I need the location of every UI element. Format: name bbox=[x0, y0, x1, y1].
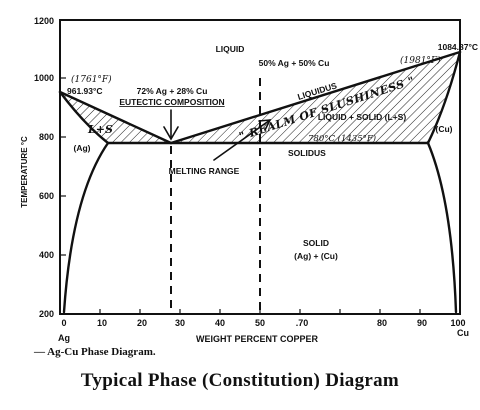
y-tick-label-800: 800 bbox=[39, 132, 54, 142]
melting-range-label: MELTING RANGE bbox=[169, 166, 240, 176]
eutectic-label: EUTECTIC COMPOSITION bbox=[119, 97, 224, 107]
x-axis-title: WEIGHT PERCENT COPPER bbox=[196, 334, 319, 344]
mid-composition-label: 50% Ag + 50% Cu bbox=[259, 58, 330, 68]
melting-range-arrowhead bbox=[258, 119, 272, 131]
solidus-cu-curve bbox=[426, 50, 462, 145]
liquid-plus-solid-label: LIQUID + SOLID (L+S) bbox=[318, 112, 406, 122]
eutectic-temperature-note: 780°C (1435°F) bbox=[308, 133, 376, 144]
x-tick-label-100: 100 bbox=[450, 318, 465, 328]
y-tick-label-1000: 1000 bbox=[34, 73, 54, 83]
solidus-label: SOLIDUS bbox=[288, 148, 326, 158]
ag-phase-label: (Ag) bbox=[74, 143, 91, 153]
y-tick-label-200: 200 bbox=[39, 309, 54, 319]
solid-region-label: SOLID bbox=[303, 238, 329, 248]
element-ag-label: Ag bbox=[58, 333, 70, 343]
y-tick-marks bbox=[60, 77, 66, 256]
x-tick-label-50: 50 bbox=[255, 318, 265, 328]
x-tick-label-40: 40 bbox=[215, 318, 225, 328]
solidus-ag-curve bbox=[58, 90, 110, 145]
ag-solvus-curve bbox=[62, 141, 110, 314]
solid-phases-label: (Ag) + (Cu) bbox=[294, 251, 338, 261]
cu-solvus-curve bbox=[426, 141, 458, 314]
x-tick-label-90: 90 bbox=[417, 318, 427, 328]
ag-fahrenheit-note: (1761°F) bbox=[71, 74, 112, 85]
figure-caption: — Ag-Cu Phase Diagram. bbox=[34, 346, 156, 358]
figure-title: Typical Phase (Constitution) Diagram bbox=[80, 370, 400, 391]
element-cu-label: Cu bbox=[457, 328, 469, 338]
y-tick-label-400: 400 bbox=[39, 250, 54, 260]
liquidus-cu-line bbox=[169, 50, 462, 145]
cu-fahrenheit-note: (1981°F) bbox=[400, 55, 441, 66]
l-plus-s-note: L+S bbox=[87, 123, 113, 136]
cu-melting-point-label: 1084.87°C bbox=[438, 42, 478, 52]
eutectic-composition-label: 72% Ag + 28% Cu bbox=[137, 86, 208, 96]
melting-range-arrow bbox=[213, 119, 271, 161]
x-tick-label-0: 0 bbox=[61, 318, 66, 328]
x-tick-label-70: .70 bbox=[296, 318, 309, 328]
cu-phase-label: (Cu) bbox=[436, 124, 453, 134]
eutectic-arrowhead bbox=[163, 126, 179, 141]
liquidus-ag-line bbox=[58, 90, 173, 145]
x-tick-label-80: 80 bbox=[377, 318, 387, 328]
x-tick-label-10: 10 bbox=[97, 318, 107, 328]
x-tick-label-30: 30 bbox=[175, 318, 185, 328]
liquid-region-label: LIQUID bbox=[216, 44, 245, 54]
y-tick-label-600: 600 bbox=[39, 191, 54, 201]
x-tick-label-20: 20 bbox=[137, 318, 147, 328]
y-tick-label-1200: 1200 bbox=[34, 16, 54, 26]
y-axis-title: TEMPERATURE °C bbox=[20, 136, 29, 208]
ag-melting-point-label: 961.93°C bbox=[67, 86, 103, 96]
